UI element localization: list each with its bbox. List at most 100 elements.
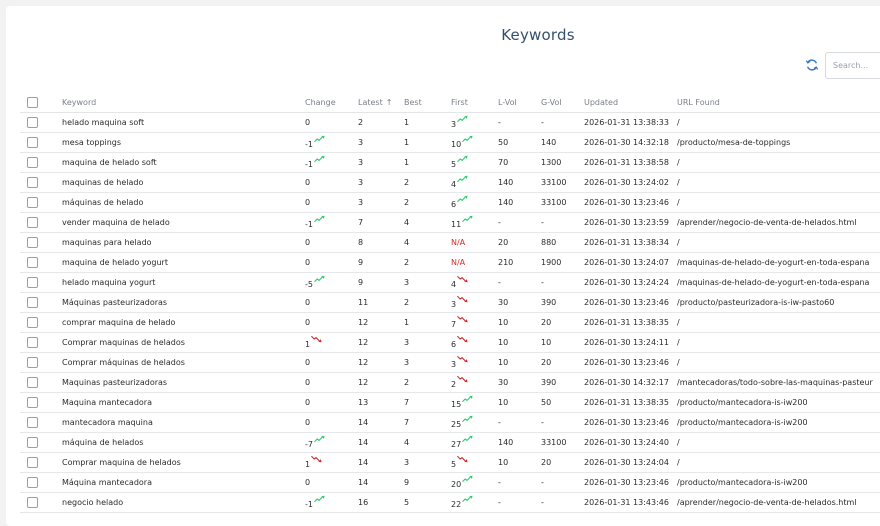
row-checkbox[interactable] [27,196,38,208]
url-found-value: /producto/pasteurizadora-is-iw-pasto60 [677,297,835,307]
table-row[interactable]: comprar maquina de helado 0 12 1 7 10 20… [20,312,880,333]
table-row[interactable]: máquina de helados -7 14 4 27 140 33100 … [20,432,880,453]
first-cell: 15 [451,392,498,413]
first-cell: 4 [451,272,498,293]
change-value: 0 [305,197,311,207]
latest-value: 14 [358,437,369,447]
table-row[interactable]: Máquinas pasteurizadoras 0 11 2 3 30 390… [20,292,880,313]
updated-cell: 2026-01-30 13:23:46 [584,352,677,373]
gvol-cell: 390 [541,372,584,393]
table-row[interactable]: Comprar maquina de helados 1 14 3 5 10 2… [20,452,880,473]
header-first[interactable]: First [451,94,498,113]
updated-value: 2026-01-30 14:32:18 [584,137,669,147]
latest-cell: 12 [358,352,404,373]
best-value: 7 [404,397,410,407]
best-value: 2 [404,177,410,187]
gvol-cell: 1300 [541,152,584,173]
change-value: 0 [305,297,311,307]
url-found-value: /producto/mesa-de-toppings [677,137,791,147]
table-row[interactable]: Maquina mantecadora 0 13 7 15 10 50 2026… [20,392,880,413]
row-checkbox[interactable] [27,376,38,388]
refresh-icon[interactable] [805,58,819,72]
header-lvol[interactable]: L-Vol [498,94,541,113]
row-checkbox[interactable] [27,416,38,428]
keyword-cell: máquinas de helado [62,192,305,213]
keyword-cell: Comprar maquina de helados [62,452,305,473]
table-row[interactable]: mantecadora maquina 0 14 7 25 - - 2026-0… [20,412,880,433]
table-row[interactable]: máquinas de helado 0 3 2 6 140 33100 202… [20,192,880,213]
row-checkbox[interactable] [27,236,38,248]
gvol-cell: 33100 [541,432,584,453]
row-checkbox[interactable] [27,296,38,308]
row-checkbox[interactable] [27,476,38,488]
row-checkbox[interactable] [27,316,38,328]
table-row[interactable]: Comprar maquinas de helados 1 12 3 6 10 … [20,332,880,353]
updated-cell: 2026-01-31 13:43:46 [584,492,677,513]
lvol-value: - [498,477,501,487]
row-checkbox[interactable] [27,176,38,188]
keyword-text: vender maquina de helado [62,217,170,227]
first-value: 4 [451,280,457,289]
updated-cell: 2026-01-30 13:23:46 [584,292,677,313]
table-row[interactable]: maquina de helado yogurt 0 9 2 N/A 210 1… [20,252,880,273]
updated-value: 2026-01-30 13:23:59 [584,217,669,227]
table-row[interactable]: maquinas para helado 0 8 4 N/A 20 880 20… [20,232,880,253]
table-row[interactable]: negocio helado -1 16 5 22 - - 2026-01-31… [20,492,880,513]
row-checkbox[interactable] [27,436,38,448]
header-change[interactable]: Change [305,94,358,113]
first-value: 2 [451,380,457,389]
url-cell: / [677,232,880,253]
gvol-value: 33100 [541,177,567,187]
best-value: 3 [404,357,410,367]
search-input[interactable] [825,52,880,79]
table-row[interactable]: Comprar máquinas de helados 0 12 3 3 10 … [20,352,880,373]
best-value: 4 [404,437,410,447]
table-row[interactable]: maquinas de helado 0 3 2 4 140 33100 202… [20,172,880,193]
gvol-cell: - [541,112,584,133]
header-updated[interactable]: Updated [584,94,677,113]
lvol-value: 70 [498,157,509,167]
best-value: 2 [404,297,410,307]
table-row[interactable]: Máquina mantecadora 0 14 9 20 - - 2026-0… [20,472,880,493]
change-cell: 0 [305,292,358,313]
table-row[interactable]: maquina de helado soft -1 3 1 5 70 1300 … [20,152,880,173]
row-checkbox[interactable] [27,276,38,288]
table-row[interactable]: vender maquina de helado -1 7 4 11 - - 2… [20,212,880,233]
row-checkbox[interactable] [27,256,38,268]
best-cell: 1 [404,112,451,133]
latest-value: 9 [358,277,364,287]
row-checkbox[interactable] [27,396,38,408]
lvol-value: 10 [498,457,509,467]
header-keyword[interactable]: Keyword [62,94,305,113]
lvol-value: 50 [498,137,509,147]
header-best[interactable]: Best [404,94,451,113]
row-checkbox[interactable] [27,216,38,228]
row-checkbox[interactable] [27,156,38,168]
gvol-cell: 20 [541,352,584,373]
table-row[interactable]: mesa toppings -1 3 1 10 50 140 2026-01-3… [20,132,880,153]
updated-cell: 2026-01-30 13:23:46 [584,412,677,433]
change-cell: 0 [305,172,358,193]
change-value: 0 [305,377,311,387]
url-found-value: / [677,177,680,187]
row-checkbox[interactable] [27,356,38,368]
row-checkbox[interactable] [27,116,38,128]
gvol-value: 1900 [541,257,562,267]
table-row[interactable]: helado maquina soft 0 2 1 3 - - 2026-01-… [20,112,880,133]
header-latest[interactable]: Latest ↑ [358,94,404,113]
table-row[interactable]: Maquinas pasteurizadoras 0 12 2 2 30 390… [20,372,880,393]
row-checkbox[interactable] [27,456,38,468]
lvol-cell: - [498,272,541,293]
row-checkbox[interactable] [27,136,38,148]
url-cell: /producto/pasteurizadora-is-iw-pasto60 [677,292,880,313]
trend-up-icon [462,495,473,503]
keyword-text: Maquina mantecadora [62,397,152,407]
select-all-checkbox[interactable] [27,97,38,109]
header-url-found[interactable]: URL Found [677,94,880,113]
row-checkbox[interactable] [27,496,38,508]
first-value: 22 [451,500,462,509]
best-value: 4 [404,217,410,227]
row-checkbox[interactable] [27,336,38,348]
table-row[interactable]: helado maquina yogurt -5 9 3 4 - - 2026-… [20,272,880,293]
header-gvol[interactable]: G-Vol [541,94,584,113]
